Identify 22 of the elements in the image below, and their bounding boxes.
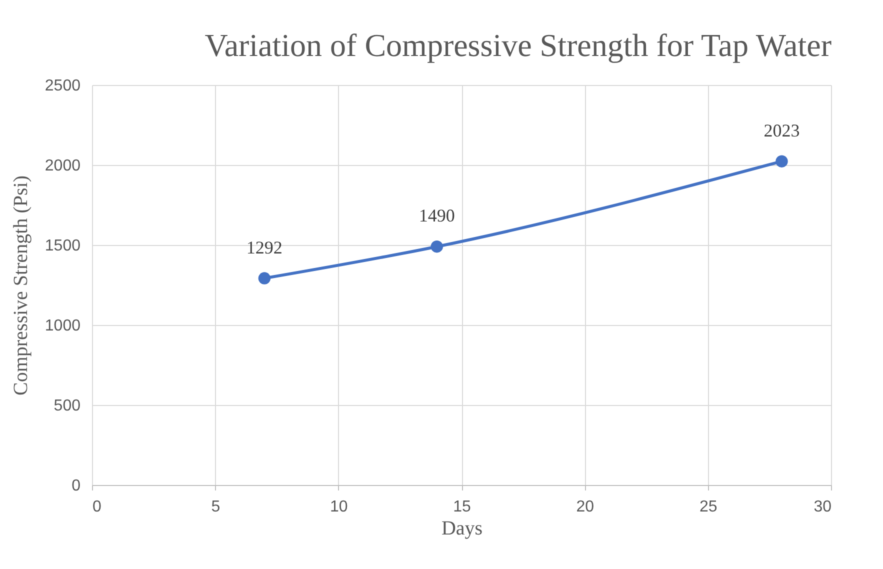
y-tick-label: 500 xyxy=(54,398,81,414)
data-label: 1490 xyxy=(418,206,455,226)
chart-title: Variation of Compressive Strength for Tap Water xyxy=(204,27,832,63)
y-tick-label: 1000 xyxy=(44,318,81,334)
y-tick-label: 0 xyxy=(72,478,81,494)
y-tick-label: 2500 xyxy=(44,78,81,94)
y-axis-title: Compressive Strength (Psi) xyxy=(10,176,32,396)
x-tick-label: 0 xyxy=(92,498,102,516)
data-label: 1292 xyxy=(246,237,282,258)
point xyxy=(430,240,443,253)
y-tick-label: 2000 xyxy=(44,158,81,174)
x-tick-label: 10 xyxy=(330,498,348,516)
x-tick-label: 15 xyxy=(453,498,471,516)
y-tick-label: 1500 xyxy=(44,238,81,254)
point xyxy=(258,272,271,284)
point xyxy=(776,155,788,168)
x-axis-title: Days xyxy=(441,518,483,540)
x-tick-label: 20 xyxy=(576,498,594,516)
x-tick-label: 5 xyxy=(211,498,220,516)
x-tick-label: 30 xyxy=(814,498,832,516)
x-tick-label: 25 xyxy=(699,498,718,516)
data-label: 2023 xyxy=(764,120,800,140)
